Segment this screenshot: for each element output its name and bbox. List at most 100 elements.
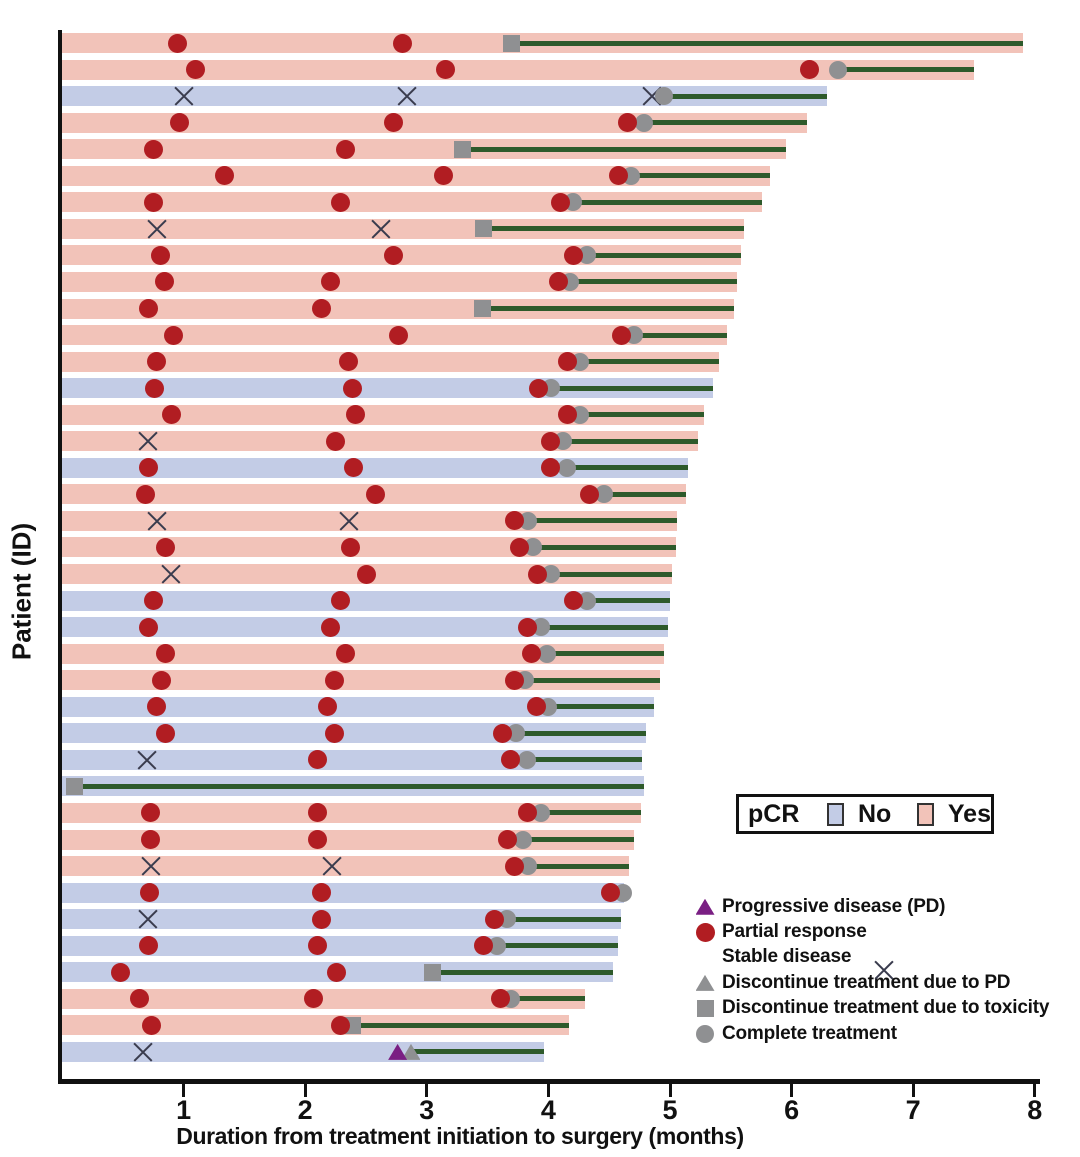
post-treatment-line bbox=[837, 67, 974, 73]
partial-response-marker bbox=[344, 458, 364, 478]
x-tick-label: 1 bbox=[176, 1095, 192, 1125]
x-tick bbox=[911, 1084, 915, 1097]
post-treatment-line bbox=[527, 518, 678, 524]
patient-row bbox=[0, 749, 1080, 771]
legend-item: Partial response bbox=[688, 919, 1080, 944]
patient-row bbox=[0, 484, 1080, 505]
partial-response-marker bbox=[154, 272, 174, 292]
patient-row bbox=[0, 351, 1080, 372]
partial-response-marker bbox=[609, 166, 629, 186]
x-axis-label: Duration from treatment initiation to su… bbox=[176, 1123, 744, 1149]
pcr-no-label: No bbox=[857, 799, 892, 828]
legend-item-label: Progressive disease (PD) bbox=[722, 895, 946, 917]
discontinue-toxicity-marker bbox=[424, 963, 442, 981]
x-tick bbox=[1033, 1084, 1037, 1097]
partial-response-marker bbox=[138, 299, 158, 318]
x-tick-label: 8 bbox=[1027, 1095, 1043, 1125]
legend-item: Discontinue treatment due to toxicity bbox=[688, 996, 1080, 1021]
post-treatment-line bbox=[497, 943, 618, 949]
patient-row bbox=[0, 271, 1080, 292]
patient-row bbox=[0, 378, 1080, 399]
post-treatment-line bbox=[483, 226, 745, 232]
complete-icon bbox=[696, 1024, 714, 1043]
partial-response-marker bbox=[485, 909, 505, 929]
stable-disease-marker bbox=[146, 510, 168, 532]
partial-response-marker bbox=[541, 458, 561, 478]
patient-row bbox=[0, 643, 1080, 664]
complete-treatment-marker bbox=[595, 485, 614, 504]
duration-bar bbox=[62, 457, 689, 478]
duration-bar bbox=[62, 431, 698, 452]
partial-response-marker bbox=[497, 830, 517, 849]
post-treatment-line bbox=[507, 916, 622, 922]
partial-response-marker bbox=[564, 245, 584, 265]
post-treatment-line bbox=[566, 465, 689, 471]
duration-bar bbox=[62, 1041, 544, 1062]
disc_tox-legend-icon bbox=[688, 999, 722, 1017]
duration-bar bbox=[62, 988, 585, 1009]
pcr-no-swatch-icon bbox=[827, 802, 844, 826]
complete-treatment-marker bbox=[828, 60, 847, 79]
patient-row bbox=[0, 988, 1080, 1009]
partial-response-marker bbox=[324, 723, 344, 743]
partial-response-marker bbox=[392, 33, 412, 53]
x-axis-line bbox=[58, 1079, 1040, 1084]
duration-bar bbox=[62, 86, 827, 107]
partial-response-marker bbox=[521, 644, 541, 664]
stable-disease-marker bbox=[140, 855, 162, 877]
post-treatment-line bbox=[74, 783, 645, 789]
post-treatment-line bbox=[526, 757, 643, 763]
complete-treatment-marker bbox=[557, 458, 576, 477]
partial-response-marker bbox=[389, 325, 409, 345]
partial-response-marker bbox=[307, 830, 327, 849]
post-treatment-line bbox=[572, 199, 763, 205]
stable-disease-marker bbox=[396, 85, 418, 107]
partial-response-marker bbox=[509, 537, 529, 557]
duration-bar bbox=[62, 829, 634, 850]
complete-treatment-marker bbox=[532, 803, 551, 822]
stable-disease-marker bbox=[137, 908, 159, 930]
partial-response-marker bbox=[155, 537, 175, 557]
partial-response-marker bbox=[345, 405, 365, 425]
partial-response-marker bbox=[541, 431, 561, 451]
post-treatment-line bbox=[432, 969, 613, 975]
stable-disease-marker bbox=[338, 510, 360, 532]
stable-disease-marker bbox=[321, 855, 343, 877]
complete-treatment-marker bbox=[635, 113, 654, 132]
partial-response-marker bbox=[558, 405, 578, 425]
partial-response-marker bbox=[150, 245, 170, 265]
partial-response-marker bbox=[343, 378, 363, 398]
post-treatment-line bbox=[550, 385, 713, 391]
partial-response-marker bbox=[321, 272, 341, 292]
patient-row bbox=[0, 430, 1080, 452]
partial-response-marker bbox=[504, 856, 524, 876]
duration-bar bbox=[62, 404, 705, 425]
post-treatment-line bbox=[462, 146, 786, 152]
partial-response-marker bbox=[384, 245, 404, 265]
post-treatment-line bbox=[587, 252, 741, 258]
partial-response-marker bbox=[138, 936, 158, 956]
x-tick bbox=[303, 1084, 307, 1097]
complete-treatment-marker bbox=[538, 644, 557, 663]
partial-response-marker bbox=[518, 617, 538, 637]
patient-row bbox=[0, 33, 1080, 53]
duration-bar bbox=[62, 298, 735, 319]
complete-treatment-marker bbox=[518, 857, 537, 876]
stable-disease-marker bbox=[137, 430, 159, 452]
post-treatment-line bbox=[663, 93, 827, 99]
complete-treatment-marker bbox=[541, 565, 560, 583]
patient-row bbox=[0, 59, 1080, 80]
partial-response-marker bbox=[317, 697, 337, 717]
patient-row bbox=[0, 139, 1080, 160]
post-treatment-line bbox=[527, 863, 629, 869]
post-treatment-line bbox=[352, 1022, 570, 1028]
legend-item-label: Partial response bbox=[722, 921, 867, 943]
complete-legend-icon bbox=[688, 1024, 722, 1043]
pr-legend-icon bbox=[688, 922, 722, 942]
partial-response-marker bbox=[141, 803, 161, 823]
discontinue-toxicity-marker bbox=[453, 140, 471, 158]
pcr-legend-title: pCR bbox=[748, 799, 800, 828]
post-treatment-line bbox=[522, 837, 634, 842]
stable-disease-marker bbox=[136, 749, 158, 771]
